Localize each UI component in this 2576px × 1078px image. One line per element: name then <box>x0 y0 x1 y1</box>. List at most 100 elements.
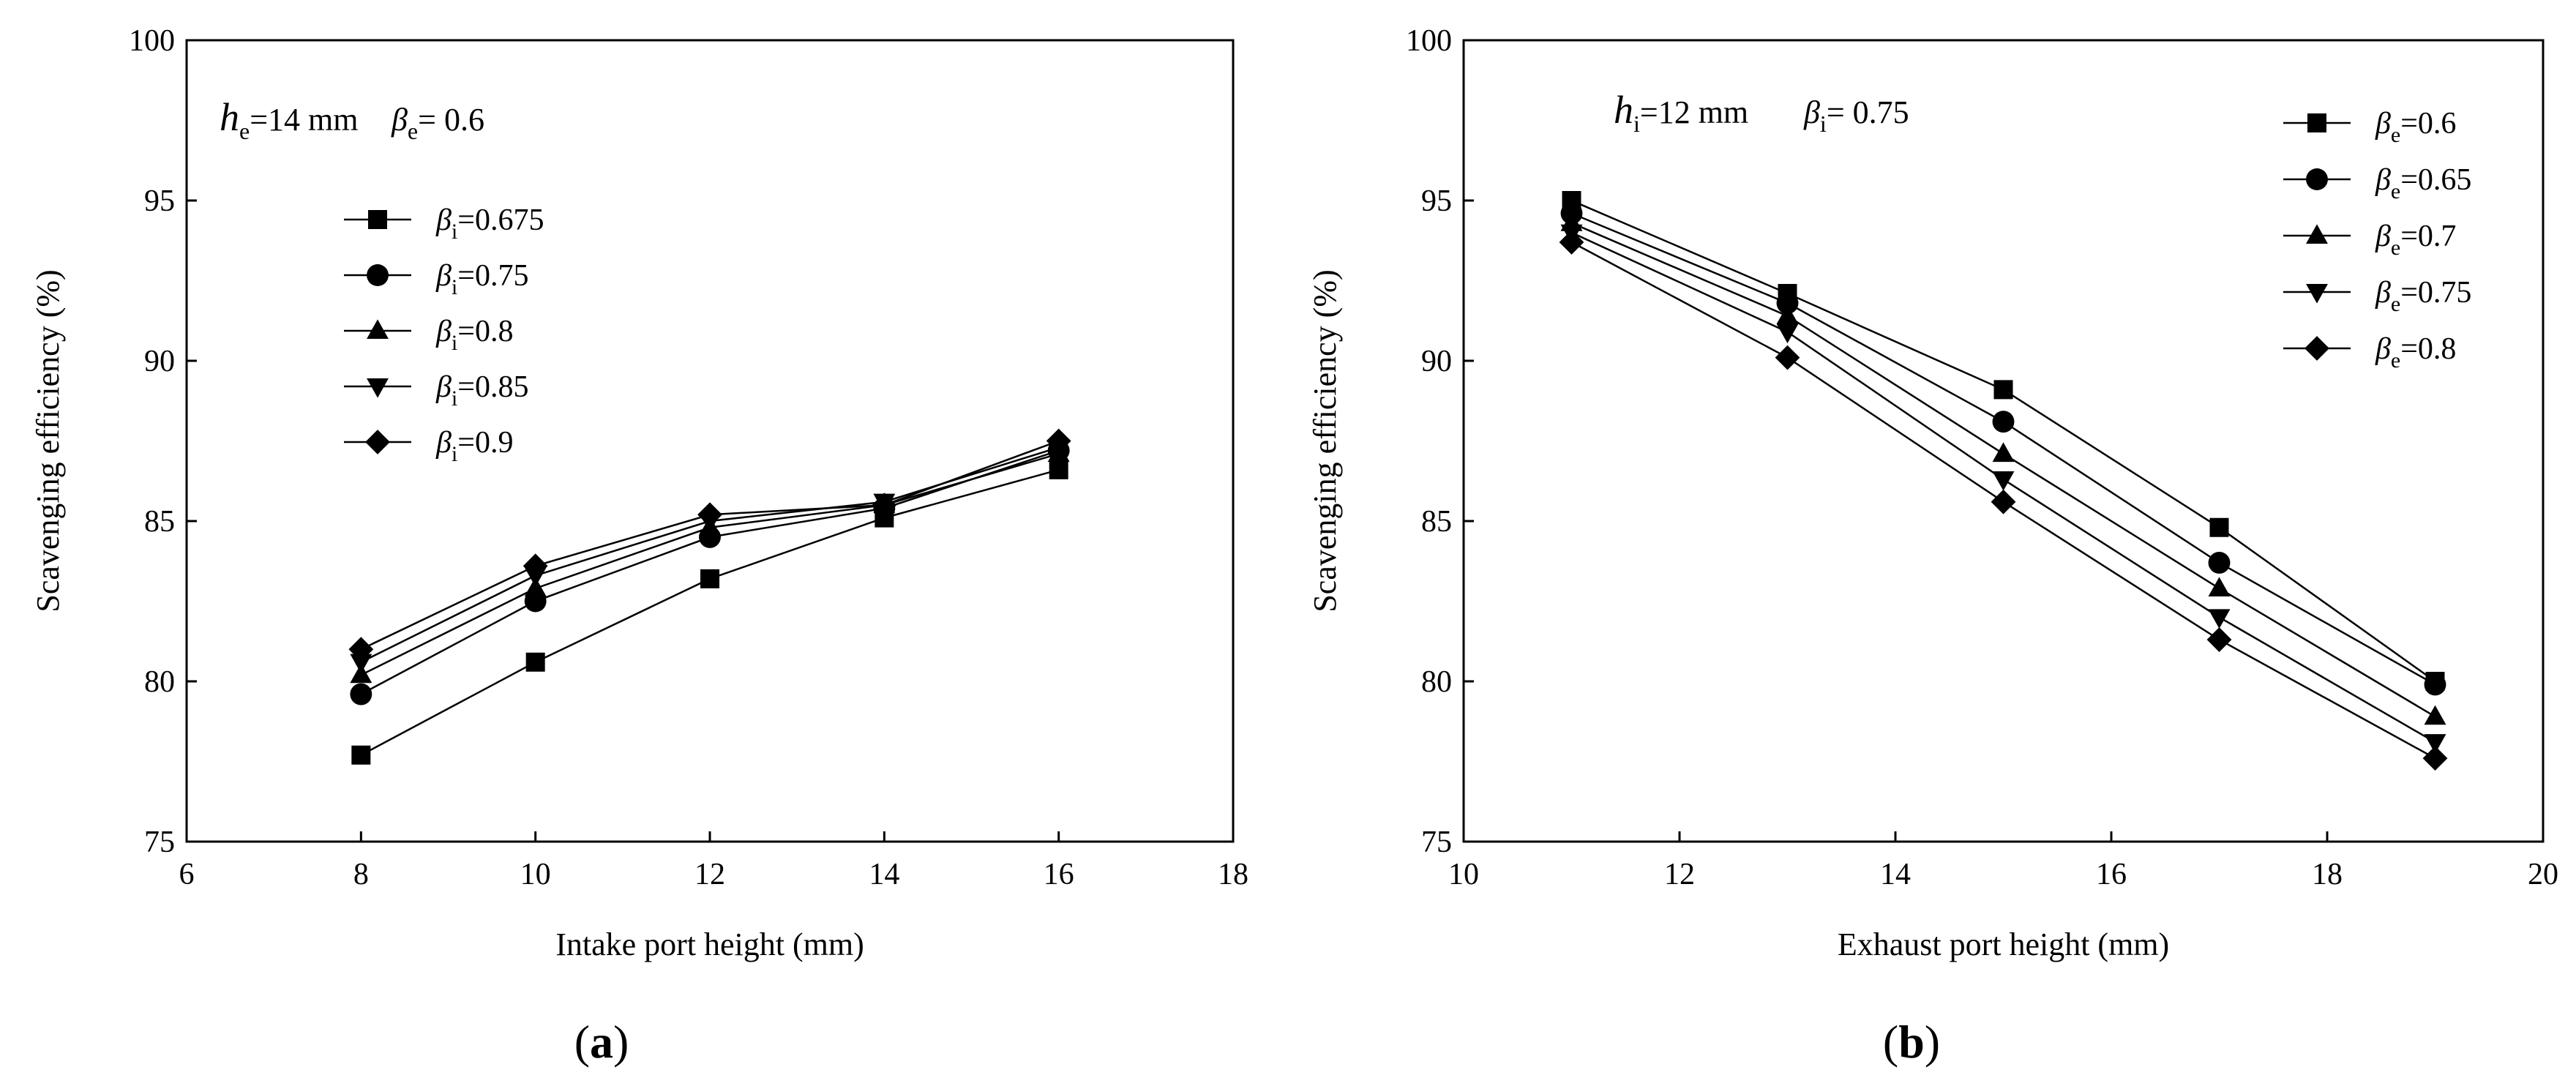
legend-marker <box>365 430 390 454</box>
data-point <box>1992 411 2015 433</box>
condition-annotation-beta: βe= 0.6 <box>391 102 484 144</box>
x-tick-label: 16 <box>1044 858 1074 891</box>
x-tick-label: 12 <box>694 858 725 891</box>
legend-entry-label: βe=0.65 <box>2375 163 2471 203</box>
x-axis-label: Exhaust port height (mm) <box>1838 927 2169 962</box>
x-tick-label: 14 <box>869 858 899 891</box>
data-point <box>872 493 897 517</box>
legend: βi=0.675 βi=0.75 βi=0.8 βi=0.85 βi=0.9 <box>344 203 544 466</box>
data-point <box>350 654 372 674</box>
series-line <box>1571 199 2436 683</box>
series-3 <box>1560 224 2446 754</box>
legend: βe=0.6 βe=0.65 βe=0.7 βe=0.75 βe=0.8 <box>2283 107 2471 373</box>
y-tick-label: 95 <box>144 184 175 218</box>
data-point <box>2422 746 2448 771</box>
legend-entry-label: βi=0.75 <box>435 259 528 299</box>
data-point <box>2208 577 2231 597</box>
data-point <box>1992 471 2015 491</box>
legend-marker <box>367 264 389 286</box>
data-point <box>350 683 372 705</box>
y-tick-label: 100 <box>129 24 175 58</box>
x-tick-label: 8 <box>353 858 369 891</box>
data-point <box>1776 292 1799 315</box>
series-4 <box>348 428 1071 662</box>
chart-panel-a: 6 8 10 12 14 16 18 75 80 85 90 95 100 Intake port hei… <box>30 24 1248 1068</box>
legend-marker <box>2306 224 2328 244</box>
data-point <box>1049 460 1068 479</box>
panel-label: (a) <box>574 1016 629 1068</box>
y-tick-label: 90 <box>1421 345 1452 378</box>
panel-label: (b) <box>1883 1016 1940 1068</box>
series-line <box>360 452 1060 676</box>
data-point <box>2424 673 2446 696</box>
y-tick-label: 80 <box>1421 665 1452 699</box>
data-point <box>2424 734 2446 754</box>
data-point <box>1776 304 1799 324</box>
x-tick-label: 18 <box>1218 858 1248 891</box>
data-point <box>1992 442 2015 463</box>
data-point <box>2424 705 2446 725</box>
series-3 <box>350 439 1070 674</box>
legend-marker <box>2306 283 2328 304</box>
data-point <box>2209 517 2229 537</box>
series-line <box>1571 222 2436 718</box>
data-point <box>1046 428 1071 454</box>
data-point <box>1775 345 1800 370</box>
data-point <box>525 652 545 672</box>
data-point <box>351 745 371 765</box>
legend-marker <box>2307 113 2326 132</box>
legend-marker <box>2304 336 2329 361</box>
legend-entry-label: βi=0.8 <box>435 315 513 355</box>
plot-frame <box>1462 39 2545 843</box>
legend-entry-label: βi=0.85 <box>435 370 528 411</box>
legend-marker <box>368 210 387 229</box>
data-point <box>1776 323 1799 344</box>
condition-annotation: he=14 mm <box>220 95 358 144</box>
data-point <box>1993 380 2013 400</box>
chart-panel-b: 10 12 14 16 18 20 75 80 85 90 95 100 Exhaust port he… <box>1307 24 2558 1068</box>
legend-marker <box>367 319 389 340</box>
legend-entry-label: βe=0.75 <box>2375 276 2471 316</box>
x-tick-label: 10 <box>1448 858 1479 891</box>
y-tick-label: 80 <box>144 665 175 699</box>
legend-entry-label: βe=0.7 <box>2375 220 2456 260</box>
data-point <box>2206 627 2232 652</box>
legend-entry-label: βi=0.675 <box>435 203 544 244</box>
x-tick-label: 6 <box>179 858 195 891</box>
data-point <box>348 637 374 662</box>
data-point <box>1991 489 2016 514</box>
data-point <box>523 553 548 579</box>
data-point <box>700 569 719 588</box>
series-4 <box>1559 230 2448 771</box>
x-tick-label: 14 <box>1880 858 1911 891</box>
series-0 <box>351 460 1068 765</box>
legend-entry-label: βe=0.8 <box>2375 332 2456 373</box>
data-point <box>1559 230 1584 255</box>
x-tick-label: 10 <box>520 858 551 891</box>
data-point <box>2208 551 2231 574</box>
plot-frame <box>185 39 1235 843</box>
y-tick-label: 85 <box>1421 505 1452 539</box>
y-tick-label: 95 <box>1421 184 1452 218</box>
y-tick-label: 100 <box>1406 24 1452 58</box>
x-tick-label: 16 <box>2096 858 2127 891</box>
y-tick-label: 75 <box>1421 826 1452 859</box>
x-tick-label: 20 <box>2528 858 2558 891</box>
y-tick-label: 75 <box>144 826 175 859</box>
condition-annotation-beta: βi= 0.75 <box>1803 94 1909 137</box>
y-tick-label: 85 <box>144 505 175 539</box>
data-point <box>2208 609 2231 629</box>
y-axis-label: Scavenging efficiency (%) <box>30 269 66 612</box>
x-tick-label: 12 <box>1664 858 1695 891</box>
condition-annotation: hi=12 mm <box>1614 88 1748 137</box>
legend-entry-label: βe=0.6 <box>2375 107 2456 147</box>
x-tick-label: 18 <box>2312 858 2343 891</box>
legend-entry-label: βi=0.9 <box>435 426 513 466</box>
legend-marker <box>2306 168 2328 190</box>
legend-marker <box>367 378 389 398</box>
y-tick-label: 90 <box>144 345 175 378</box>
data-point <box>697 502 722 528</box>
x-axis-label: Intake port height (mm) <box>555 927 864 962</box>
y-axis-label: Scavenging efficiency (%) <box>1307 269 1343 612</box>
